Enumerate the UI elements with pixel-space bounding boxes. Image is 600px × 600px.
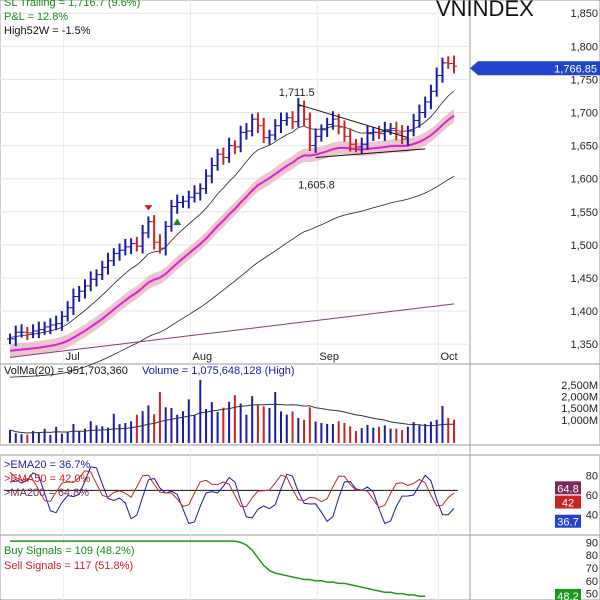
price-tick-label: 1,800 — [570, 41, 598, 53]
panel-border-1 — [0, 363, 600, 446]
signals-tick-label: 70 — [586, 563, 598, 575]
price-tick-label: 1,500 — [570, 240, 598, 252]
breadth-tag-label: 64.8 — [557, 483, 578, 495]
price-tick-label: 1,650 — [570, 141, 598, 153]
volume-tick-label: 2,500M — [561, 380, 598, 392]
breadth-tag-bg — [555, 495, 581, 509]
breadth-tag-bg — [555, 481, 581, 495]
ema20-line — [9, 114, 455, 352]
breadth-tag-label: 42 — [562, 498, 574, 510]
volume-tick-label: 1,500M — [561, 403, 598, 415]
signals-tick-label: 50 — [586, 589, 598, 600]
buy-signals-line — [10, 540, 426, 597]
ma200-label: >MA200 = 64.8% — [4, 487, 90, 499]
high52w-label: High52W = -1.5% — [4, 25, 91, 37]
volume-tick-label: 1,000M — [561, 415, 598, 427]
annotation-low: 1,605.8 — [298, 180, 335, 192]
pnl-label: P&L = 12.8% — [4, 11, 69, 23]
breadth-tick-label: 40 — [586, 510, 598, 522]
price-tick-label: 1,850 — [570, 8, 598, 20]
chart-title: VNINDEX — [436, 0, 534, 21]
signals-tick-label: 90 — [586, 537, 598, 549]
annotation-high: 1,711.5 — [279, 87, 315, 99]
x-tick-label: Aug — [193, 351, 213, 363]
ema20-label: >EMA20 = 36.7% — [4, 459, 91, 471]
buy-signals-label: Buy Signals = 109 (48.2%) — [4, 545, 135, 557]
ema20-breadth-line — [9, 466, 455, 525]
ema50-label: >EMA50 = 42.0% — [4, 473, 91, 485]
x-tick-label: Sep — [319, 351, 339, 363]
trend-line-lower — [315, 148, 426, 159]
last-price-tag — [470, 61, 600, 76]
ema50-breadth-line — [9, 470, 455, 509]
volume-ma-line — [9, 403, 454, 434]
price-tick-label: 1,450 — [570, 273, 598, 285]
sl-trailing-label: SL Trailing = 1,716.7 (9.6%) — [4, 0, 141, 9]
price-tick-label: 1,550 — [570, 207, 598, 219]
price-tick-label: 1,750 — [570, 74, 598, 86]
x-tick-label: Jul — [66, 351, 80, 363]
price-tick-label: 1,350 — [570, 339, 598, 351]
ema50-line — [9, 176, 455, 378]
signals-tag-label: 48.2 — [557, 591, 578, 600]
breadth-tag-bg — [555, 514, 581, 528]
signals-tag-bg — [555, 588, 581, 600]
price-tick-label: 1,400 — [570, 306, 598, 318]
breadth-tag-label: 36.7 — [557, 517, 578, 529]
price-tick-label: 1,700 — [570, 108, 598, 120]
last-price-label: 1,766.85 — [554, 63, 597, 75]
sell-arrow — [144, 205, 153, 211]
sell-signals-label: Sell Signals = 117 (51.8%) — [4, 560, 134, 572]
buy-arrow — [173, 218, 182, 226]
volma-label: VolMa(20) = 951,703,360 — [4, 365, 128, 377]
volume-tick-label: 2,000M — [561, 392, 598, 404]
trend-line-upper — [298, 104, 409, 139]
x-tick-label: Oct — [440, 351, 457, 363]
breadth-tick-label: 60 — [586, 490, 598, 502]
price-tick-label: 1,600 — [570, 174, 598, 186]
volume-label: Volume = 1,075,648,128 (High) — [142, 365, 295, 377]
signals-tick-label: 60 — [586, 576, 598, 588]
panel-border-3 — [0, 534, 600, 600]
breadth-tick-label: 80 — [586, 471, 598, 483]
ma200-line — [9, 303, 455, 358]
signals-tick-label: 80 — [586, 550, 598, 562]
